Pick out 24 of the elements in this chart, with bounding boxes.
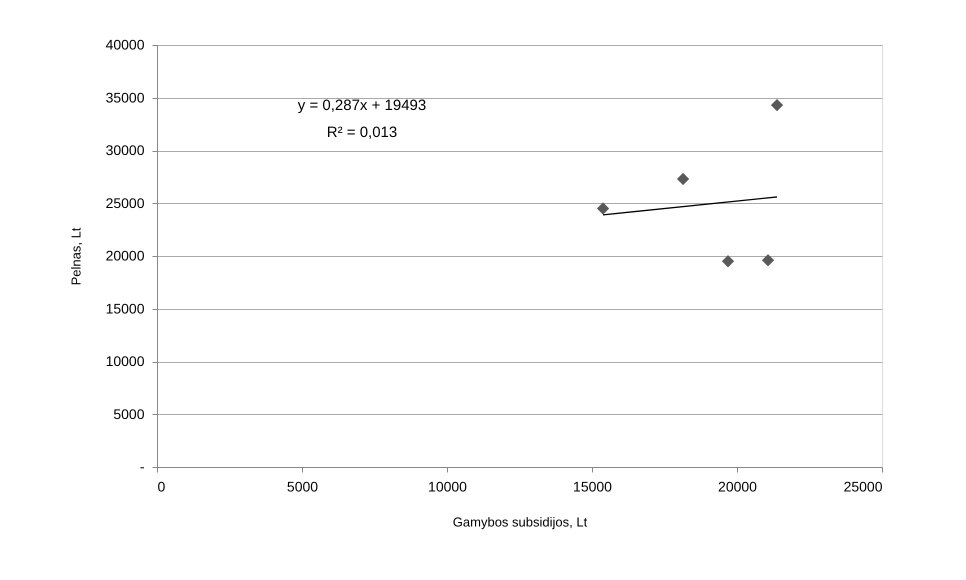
point [770, 99, 784, 112]
y-tick-label: 5000 [113, 406, 145, 422]
x-tick-label: 20000 [718, 478, 758, 494]
y-tick-label: 10000 [106, 353, 145, 369]
y-tick-label: 15000 [106, 300, 145, 316]
point [762, 254, 774, 266]
annotation: y = 0,287x + 19493 [298, 97, 426, 114]
y-axis-title: Pelnas, Lt [68, 227, 84, 286]
x-tick-label: 10000 [428, 478, 468, 494]
x-tick-label: 25000 [844, 478, 883, 494]
point [596, 202, 610, 215]
x-tick-label: 0 [158, 478, 166, 494]
y-tick-label: - [140, 458, 145, 474]
x-tick-label: 15000 [573, 478, 612, 494]
point [722, 255, 734, 268]
y-tick-label: 25000 [106, 194, 145, 211]
annotation: R² = 0,013 [326, 124, 398, 141]
point [676, 172, 690, 186]
y-tick-label: 20000 [106, 248, 145, 264]
y-tick-label: 35000 [106, 89, 145, 106]
x-tick-label: 5000 [286, 478, 318, 494]
y-tick-label: 30000 [106, 142, 145, 158]
y-tick-label: 40000 [106, 36, 145, 52]
x-axis-title: Gamybos subsidijos, Lt [452, 514, 588, 530]
